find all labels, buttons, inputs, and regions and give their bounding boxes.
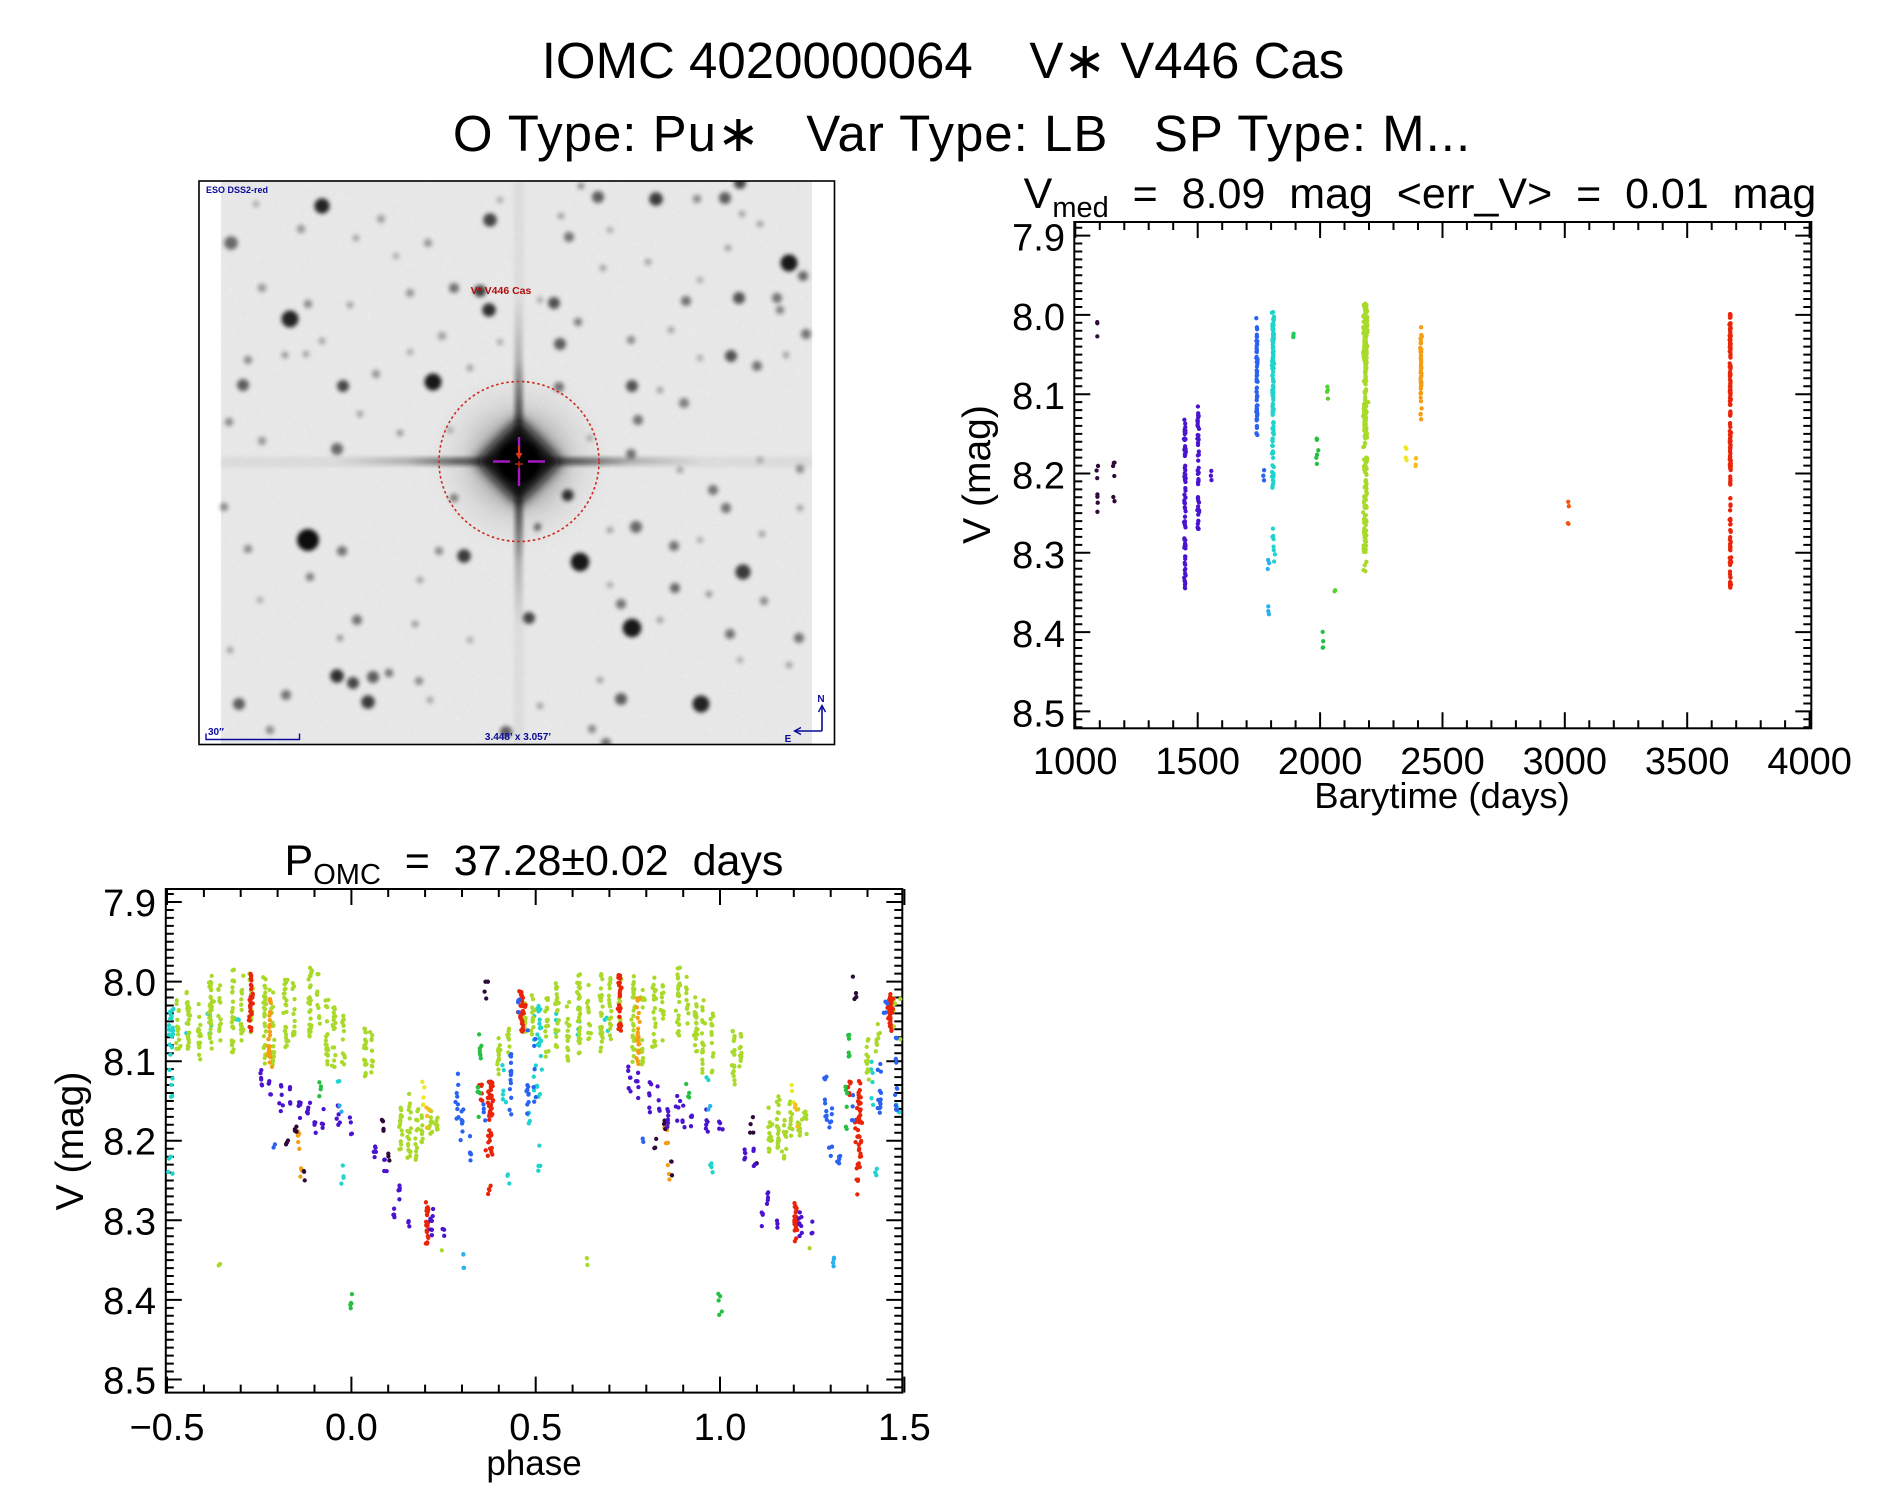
svg-text:0.0: 0.0 xyxy=(325,1407,378,1449)
svg-text:3.448’ x 3.057’: 3.448’ x 3.057’ xyxy=(485,732,551,743)
svg-text:8.4: 8.4 xyxy=(1012,614,1065,656)
svg-text:1500: 1500 xyxy=(1155,741,1240,783)
svg-text:8.0: 8.0 xyxy=(103,963,156,1005)
svg-text:8.2: 8.2 xyxy=(103,1122,156,1164)
svg-text:4000: 4000 xyxy=(1767,741,1852,783)
svg-text:8.3: 8.3 xyxy=(1012,535,1065,577)
svg-text:N: N xyxy=(817,694,824,705)
svg-text:Vmed = 8.09 mag <err_V> =: Vmed = 8.09 mag <err_V> = 0.01 mag xyxy=(1024,170,1817,224)
svg-text:3000: 3000 xyxy=(1523,741,1608,783)
svg-text:2500: 2500 xyxy=(1400,741,1485,783)
svg-text:30″: 30″ xyxy=(208,727,224,738)
svg-text:7.9: 7.9 xyxy=(1012,218,1065,260)
svg-text:8.5: 8.5 xyxy=(1012,693,1065,735)
svg-text:2000: 2000 xyxy=(1278,741,1363,783)
svg-text:IOMC 4020000064 V∗ V446 Cas: IOMC 4020000064 V∗ V446 Cas xyxy=(542,32,1345,89)
svg-text:8.0: 8.0 xyxy=(1012,297,1065,339)
svg-text:7.9: 7.9 xyxy=(103,883,156,925)
svg-text:Barytime (days): Barytime (days) xyxy=(1314,775,1570,816)
svg-text:8.1: 8.1 xyxy=(1012,376,1065,418)
svg-text:1.5: 1.5 xyxy=(878,1407,931,1449)
svg-text:V* V446 Cas: V* V446 Cas xyxy=(471,285,532,297)
svg-text:8.1: 8.1 xyxy=(103,1042,156,1084)
svg-text:8.3: 8.3 xyxy=(103,1201,156,1243)
svg-text:3500: 3500 xyxy=(1645,741,1730,783)
svg-text:8.4: 8.4 xyxy=(103,1281,156,1323)
svg-text:phase: phase xyxy=(486,1444,581,1483)
svg-text:V (mag): V (mag) xyxy=(49,1072,92,1211)
svg-text:V (mag): V (mag) xyxy=(956,405,999,544)
svg-text:8.5: 8.5 xyxy=(103,1361,156,1403)
svg-text:ESO DSS2-red: ESO DSS2-red xyxy=(206,185,268,195)
svg-text:1.0: 1.0 xyxy=(694,1407,747,1449)
svg-text:8.2: 8.2 xyxy=(1012,456,1065,498)
svg-text:O Type: Pu∗ Var Type: LB S: O Type: Pu∗ Var Type: LB SP Type: M... xyxy=(453,105,1471,162)
svg-text:−0.5: −0.5 xyxy=(129,1407,204,1449)
svg-text:0.5: 0.5 xyxy=(509,1407,562,1449)
svg-text:E: E xyxy=(785,734,792,745)
svg-text:1000: 1000 xyxy=(1033,741,1118,783)
